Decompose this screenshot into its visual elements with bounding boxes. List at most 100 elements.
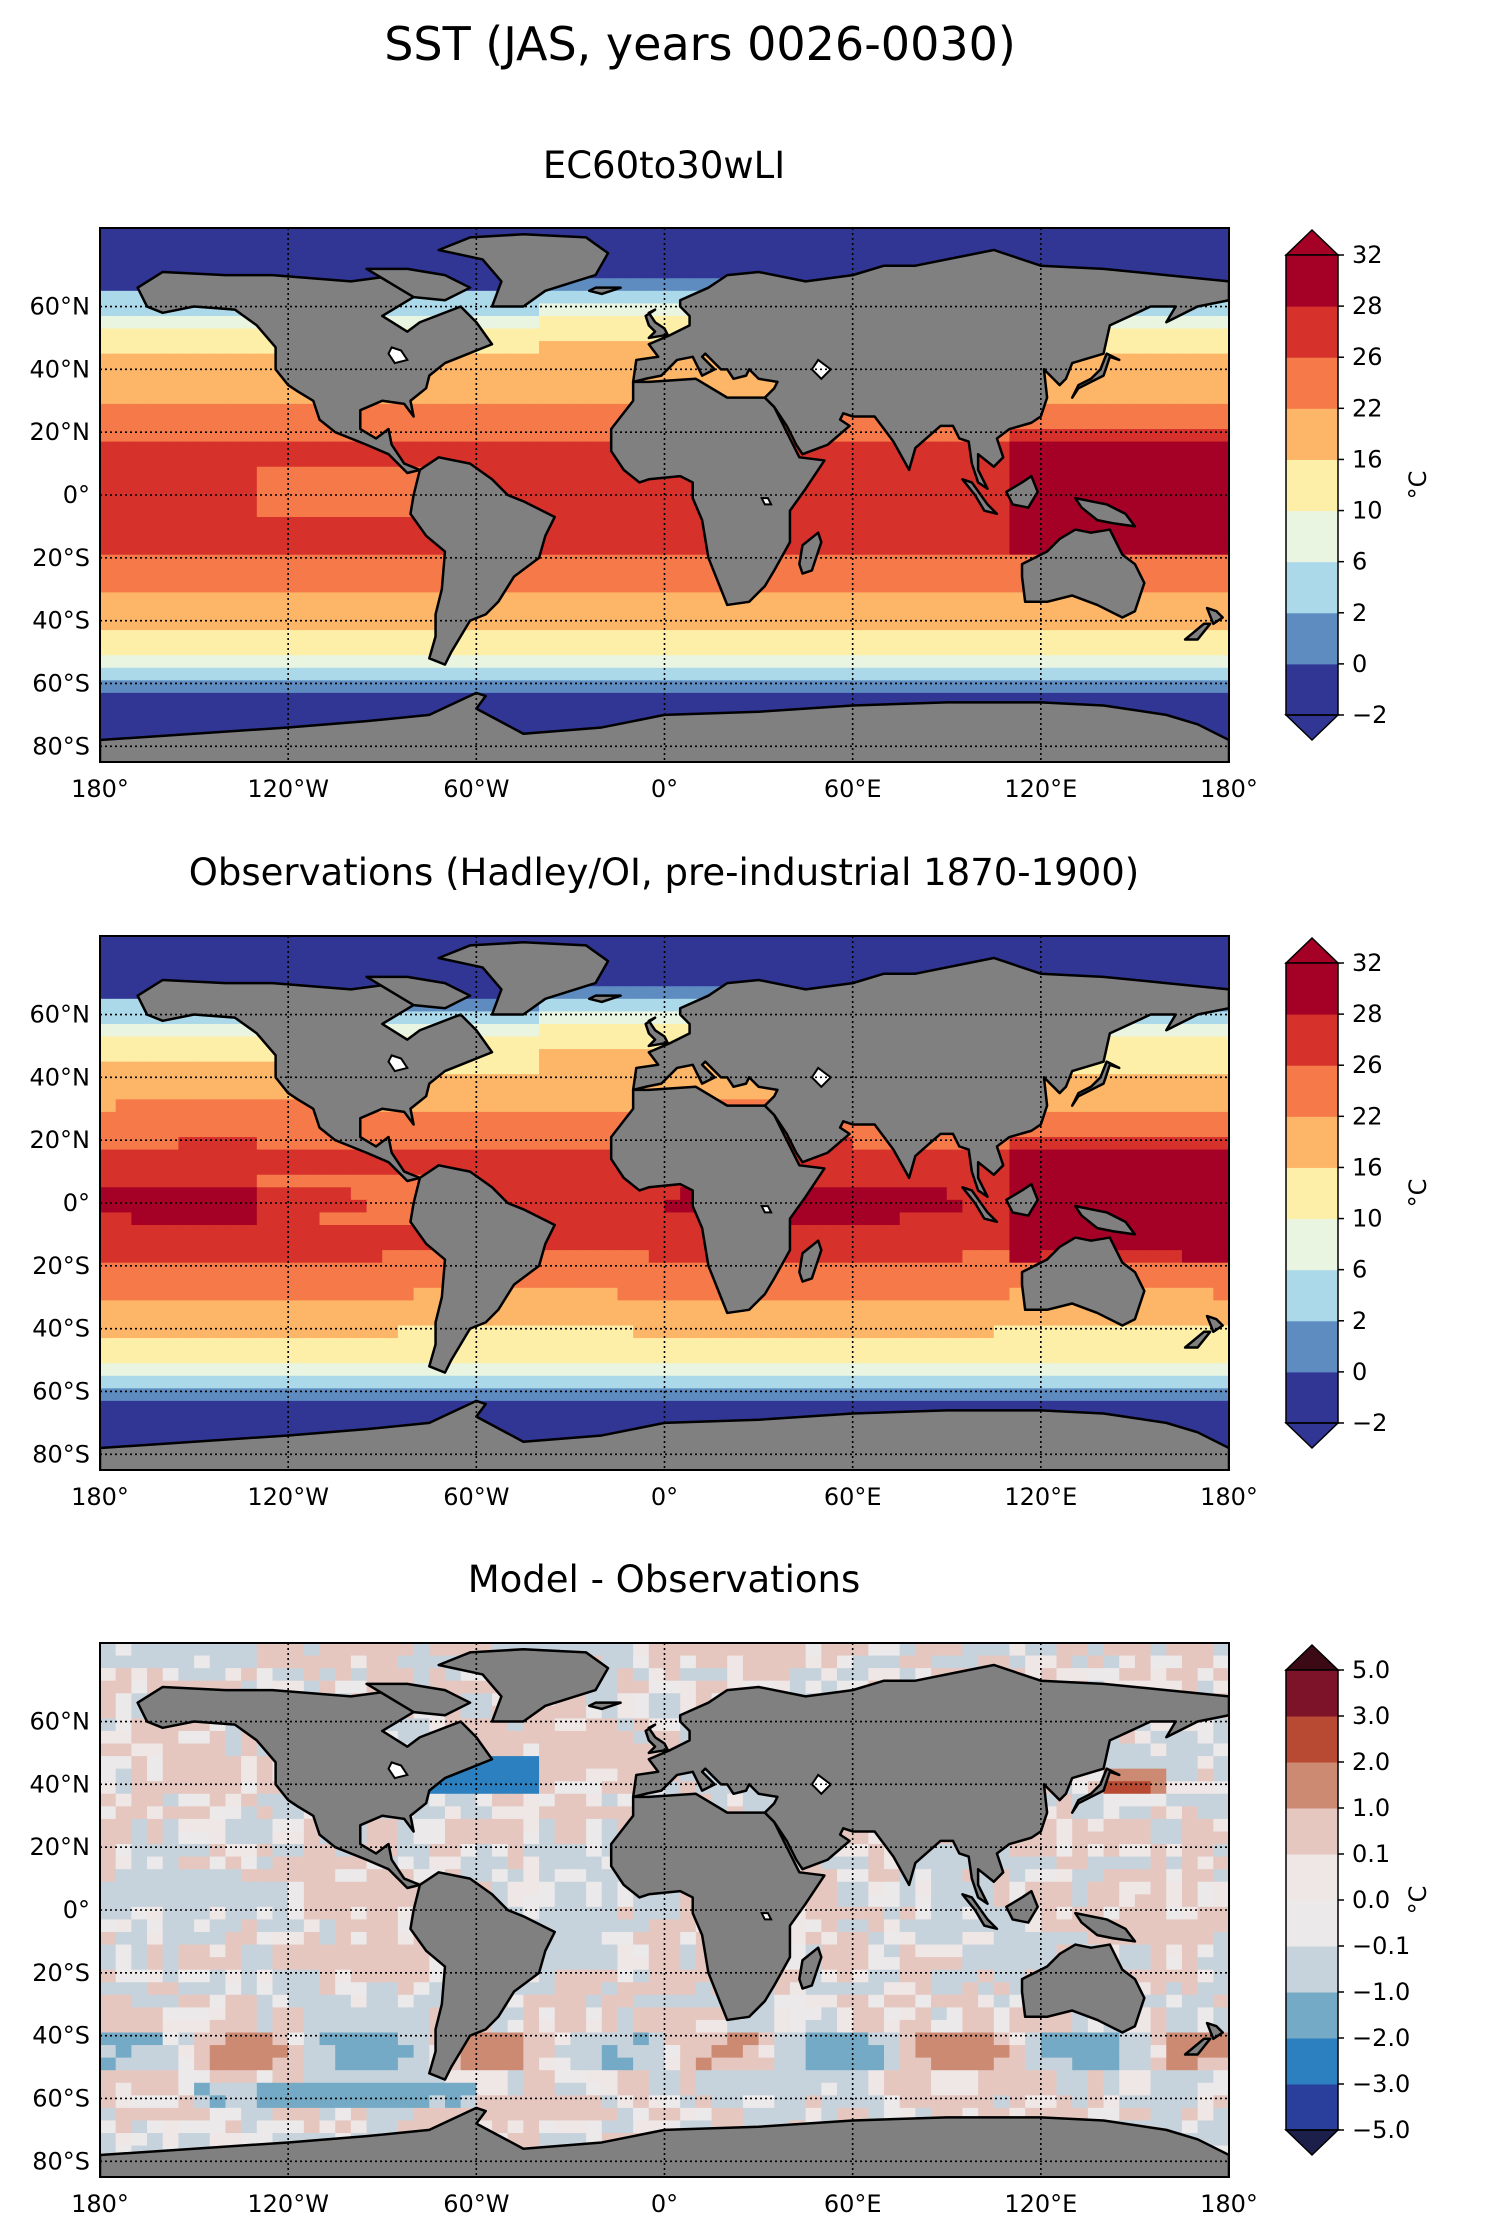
field-cell — [570, 1149, 587, 1163]
field-cell — [836, 542, 854, 556]
field-cell — [366, 479, 383, 493]
field-cell — [100, 655, 117, 669]
field-cell — [115, 1049, 132, 1063]
field-cell — [554, 1023, 572, 1038]
field-cell — [899, 604, 916, 619]
field-cell — [272, 1187, 289, 1201]
field-cell — [288, 1099, 305, 1113]
field-cell — [507, 315, 524, 330]
field-cell — [711, 973, 728, 987]
field-cell — [147, 1199, 164, 1214]
field-cell — [664, 529, 681, 543]
field-cell — [1166, 667, 1183, 681]
field-cell — [664, 479, 681, 493]
field-cell — [946, 554, 964, 568]
field-cell — [1040, 1174, 1058, 1188]
field-cell — [554, 391, 572, 405]
field-cell — [413, 579, 430, 593]
field-cell — [178, 341, 195, 355]
field-cell — [241, 948, 258, 962]
field-cell — [1134, 680, 1152, 694]
field-cell — [335, 948, 352, 962]
field-cell — [884, 516, 901, 531]
field-cell — [115, 998, 132, 1012]
field-cell — [1197, 366, 1214, 380]
suptitle: SST (JAS, years 0026-0030) — [384, 17, 1016, 71]
field-cell — [742, 655, 760, 669]
field-cell — [962, 604, 979, 619]
field-cell — [1166, 655, 1183, 669]
field-cell — [539, 630, 556, 644]
field-cell — [1197, 961, 1214, 975]
field-cell — [633, 655, 650, 669]
field-cell — [868, 667, 885, 681]
field-cell — [539, 642, 556, 656]
field-cell — [884, 542, 901, 556]
field-cell — [836, 655, 854, 669]
field-cell — [962, 567, 979, 581]
field-cell — [209, 617, 227, 631]
field-cell — [209, 240, 227, 254]
field-cell — [1197, 554, 1214, 568]
field-cell — [1119, 228, 1136, 242]
field-cell — [633, 516, 650, 531]
field-cell — [131, 441, 148, 455]
field-cell — [1072, 1174, 1089, 1188]
field-cell — [570, 655, 587, 669]
field-cell — [648, 592, 666, 606]
field-cell — [1166, 479, 1183, 493]
field-cell — [586, 1049, 603, 1063]
field-cell — [805, 642, 822, 656]
field-cell — [209, 1237, 227, 1251]
field-cell — [1197, 1061, 1214, 1075]
field-cell — [1040, 667, 1058, 681]
field-cell — [225, 948, 242, 962]
field-cell — [397, 579, 415, 593]
field-cell — [601, 998, 619, 1012]
field-cell — [695, 948, 713, 962]
field-cell — [617, 228, 634, 242]
field-cell — [1181, 1061, 1199, 1075]
field-cell — [695, 680, 713, 694]
field-cell — [335, 1149, 352, 1163]
field-cell — [350, 655, 368, 669]
field-cell — [852, 1199, 869, 1214]
field-cell — [1181, 1199, 1199, 1214]
field-cell — [272, 579, 289, 593]
field-cell — [1150, 1023, 1167, 1038]
field-cell — [413, 936, 430, 950]
field-cell — [978, 228, 995, 242]
field-cell — [884, 554, 901, 568]
field-cell — [288, 1162, 305, 1176]
field-cell — [1009, 1237, 1026, 1251]
field-cell — [539, 1023, 556, 1038]
field-cell — [194, 479, 211, 493]
field-cell — [413, 429, 430, 443]
field-cell — [539, 604, 556, 619]
field-cell — [115, 692, 132, 707]
field-cell — [648, 604, 666, 619]
field-cell — [241, 504, 258, 518]
field-cell — [209, 1250, 227, 1264]
field-cell — [335, 592, 352, 606]
field-cell — [899, 592, 916, 606]
field-cell — [1181, 617, 1199, 631]
field-cell — [507, 1111, 524, 1126]
field-cell — [241, 604, 258, 619]
field-cell — [492, 1023, 509, 1038]
field-cell — [1197, 1224, 1214, 1239]
field-cell — [836, 936, 854, 950]
field-cell — [993, 567, 1011, 581]
field-cell — [899, 240, 916, 254]
field-cell — [1119, 1199, 1136, 1214]
field-cell — [993, 630, 1011, 644]
field-cell — [507, 1023, 524, 1038]
field-cell — [178, 961, 195, 975]
field-cell — [492, 705, 509, 719]
field-cell — [774, 228, 791, 242]
field-cell — [1056, 948, 1073, 962]
field-cell — [100, 1099, 117, 1113]
field-cell — [1197, 1049, 1214, 1063]
field-cell — [162, 680, 180, 694]
field-cell — [727, 961, 744, 975]
